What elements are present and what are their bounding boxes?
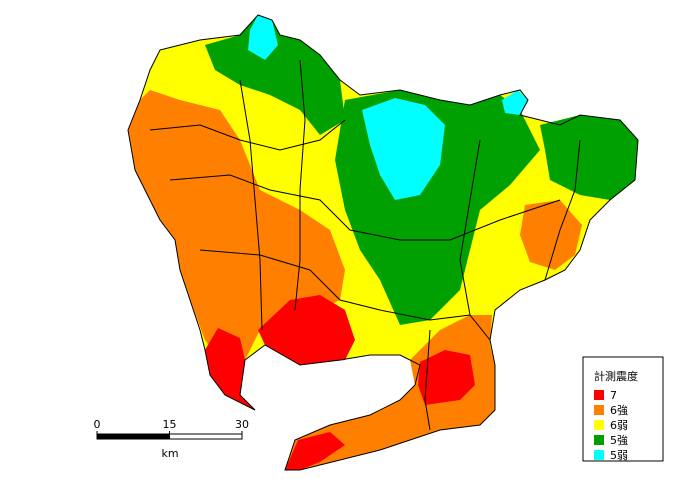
legend-label: 5弱 (610, 449, 628, 462)
scale-tick-label: 30 (235, 418, 249, 431)
legend-label: 6弱 (610, 419, 628, 432)
legend-label: 6強 (610, 404, 628, 417)
municipal-border (459, 139, 491, 341)
region (248, 15, 278, 60)
region (418, 350, 475, 405)
region (205, 328, 255, 410)
legend-swatch (594, 435, 604, 445)
legend-label: 5強 (610, 434, 628, 447)
scale-unit: km (161, 447, 178, 460)
region (285, 432, 345, 470)
scale-tick-label: 15 (163, 418, 177, 431)
municipal-border (424, 329, 431, 431)
region (502, 90, 528, 115)
legend-items: 7 6強 6弱 5強 5弱 (594, 389, 628, 462)
region (540, 115, 638, 200)
municipal-borders (127, 14, 639, 471)
scale-bar-segment (97, 434, 170, 439)
scale-tick-label: 0 (94, 418, 101, 431)
municipal-border (149, 119, 346, 151)
scale-bar: 0 15 30 km (94, 418, 250, 460)
region (205, 15, 345, 135)
region (362, 98, 445, 200)
municipal-border (544, 139, 581, 281)
legend-label: 7 (610, 389, 617, 402)
legend: 計測震度 7 6強 6弱 5強 5弱 (582, 356, 664, 462)
scale-ticks: 0 15 30 (94, 418, 249, 439)
region (520, 200, 582, 270)
legend-swatch (594, 390, 604, 400)
municipal-border (294, 59, 306, 311)
intensity-map (128, 15, 638, 470)
region (258, 295, 355, 365)
legend-title: 計測震度 (594, 369, 638, 383)
legend-swatch (594, 405, 604, 415)
municipal-border (239, 79, 263, 331)
legend-swatch (594, 450, 604, 460)
prefecture-border (127, 14, 639, 471)
legend-swatch (594, 420, 604, 430)
region (128, 90, 345, 360)
municipal-border (169, 174, 561, 241)
